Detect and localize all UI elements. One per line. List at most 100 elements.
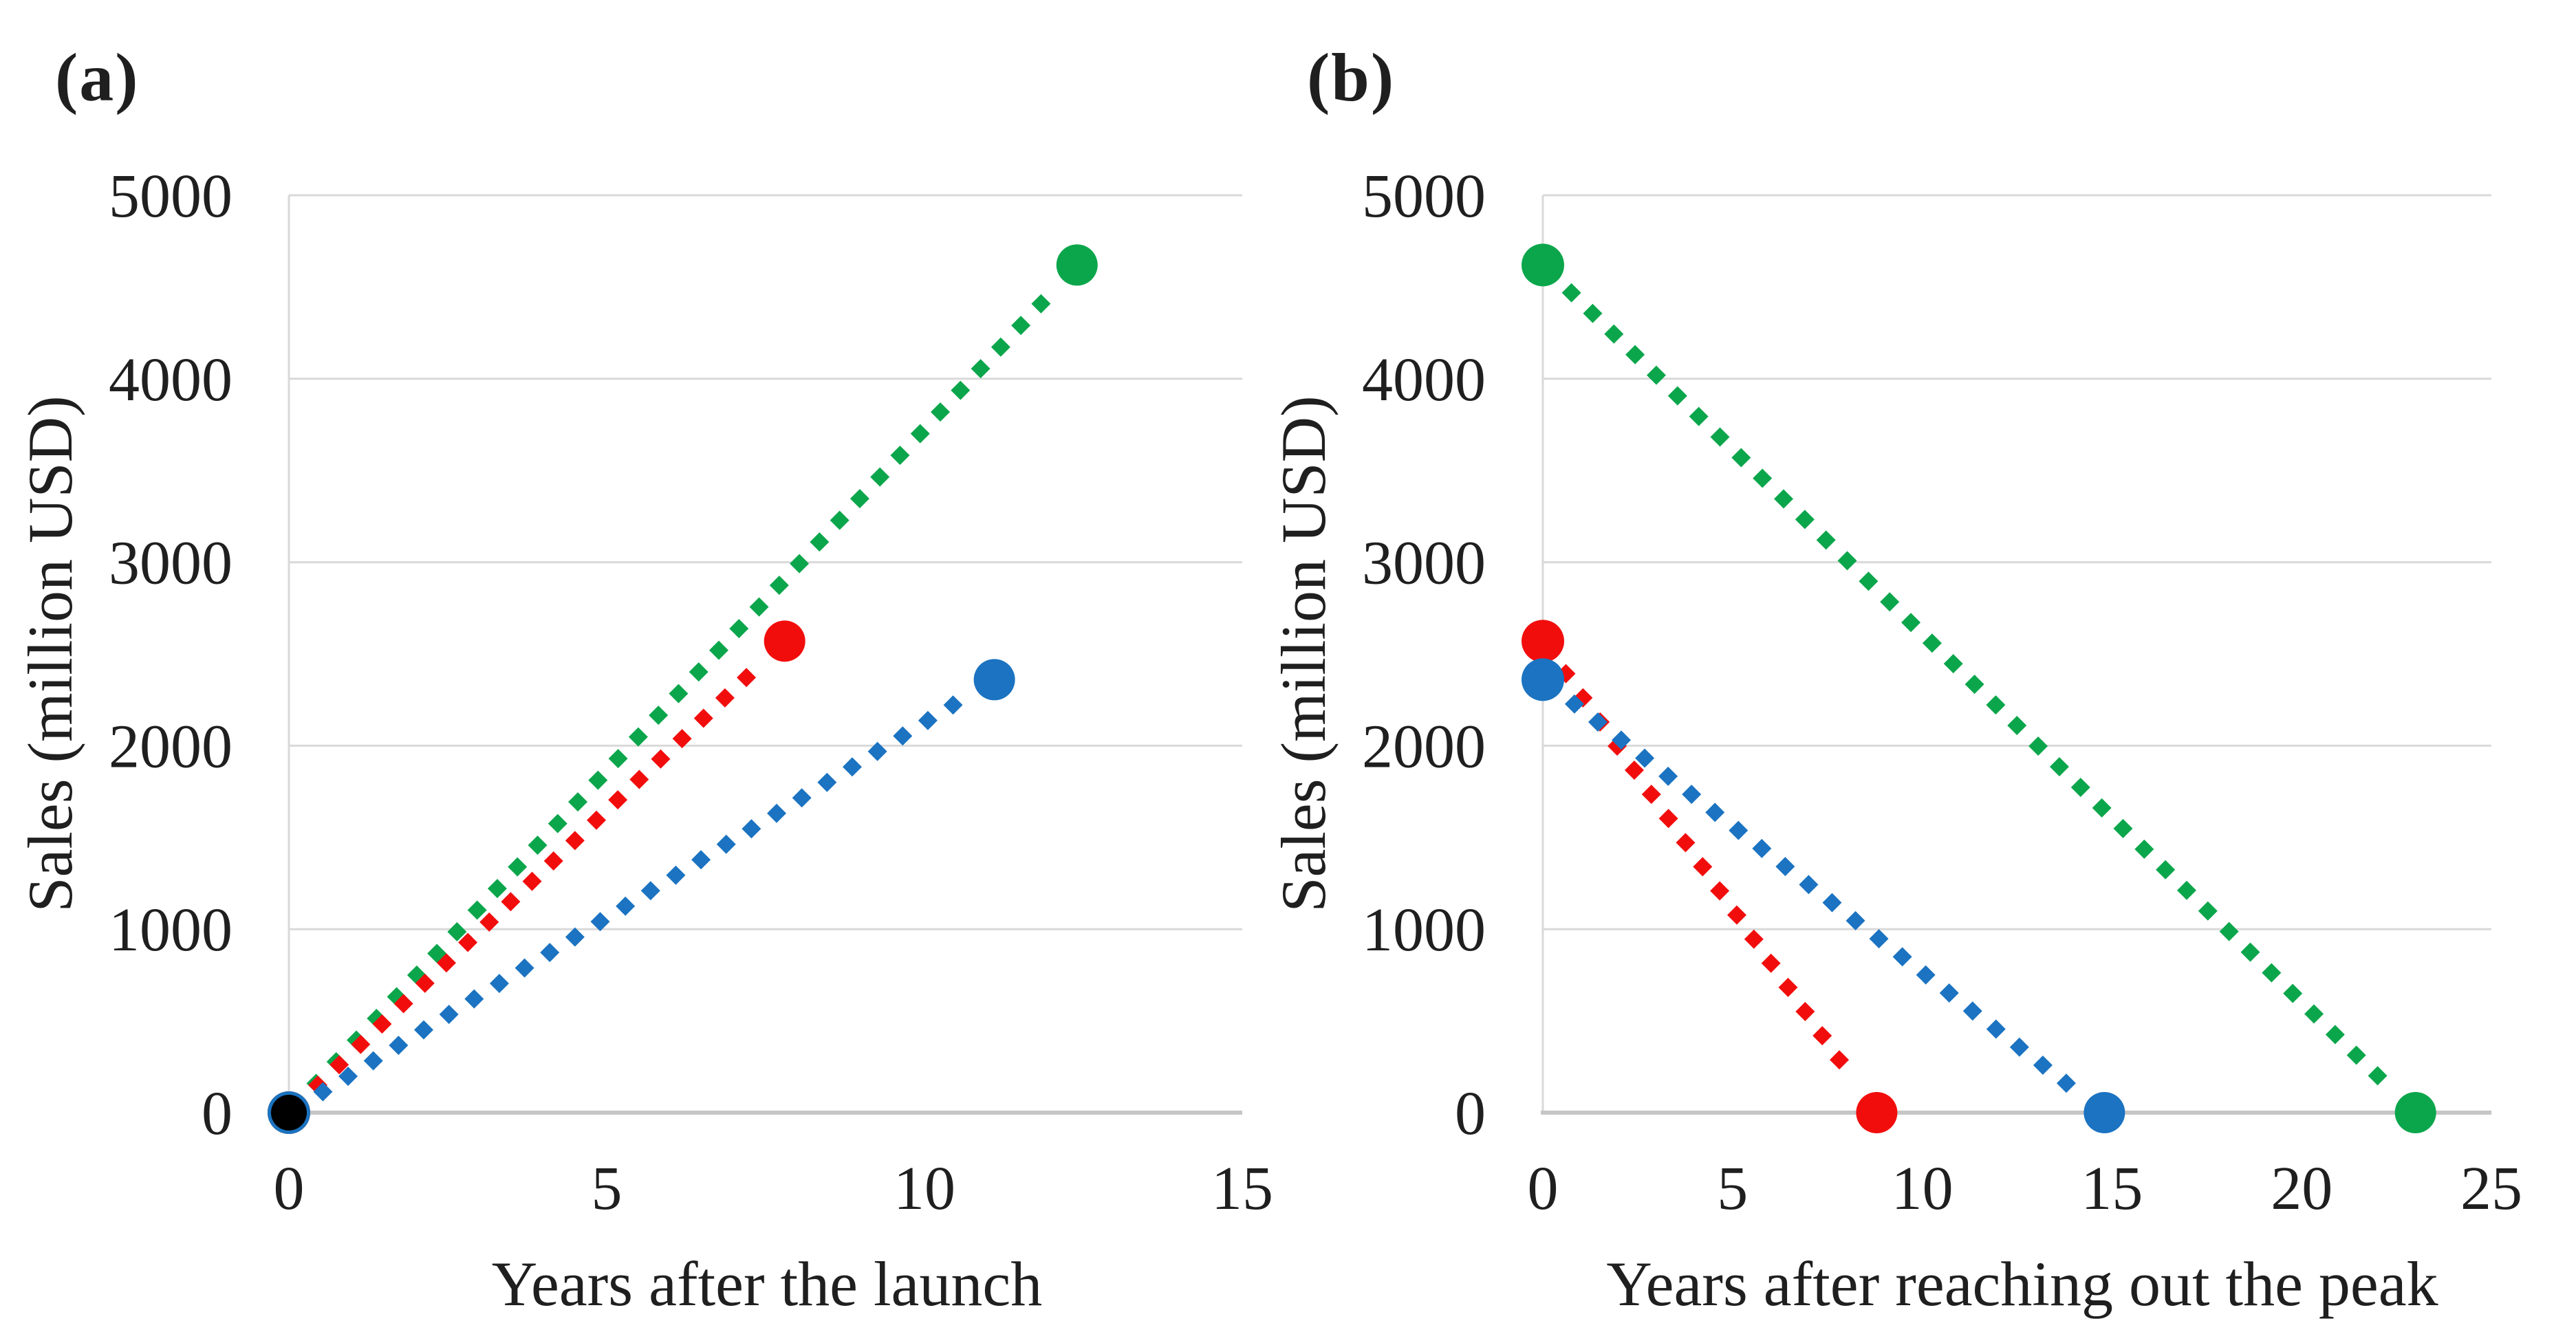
- y-tick-label: 1000: [109, 896, 232, 964]
- green-series-line: [306, 294, 1051, 1093]
- blue-series-dash: [716, 834, 736, 854]
- green-series-dash: [2283, 983, 2303, 1003]
- green-series-dash: [1986, 695, 2006, 715]
- blue-series-dash: [640, 881, 660, 901]
- blue-series-dash: [918, 710, 938, 730]
- blue-series-start-point: [1522, 658, 1564, 701]
- blue-series-dash: [616, 896, 636, 916]
- green-series-dash: [628, 727, 648, 747]
- green-series-dash: [669, 684, 689, 703]
- blue-series-dash: [313, 1082, 333, 1102]
- green-series-dash: [1625, 345, 1645, 364]
- green-series-dash: [2028, 736, 2048, 756]
- red-series-dash: [1795, 1002, 1815, 1022]
- green-series-dash: [1689, 406, 1709, 426]
- blue-series-dash: [1822, 893, 1842, 913]
- blue-series-dash: [1869, 929, 1889, 949]
- y-tick-label: 2000: [109, 712, 232, 780]
- x-tick-label: 20: [2271, 1155, 2333, 1223]
- chart-panel-a: 0 1000 2000 3000 4000 5000 0 5 10 15 Years after t…: [15, 162, 1273, 1319]
- green-series-start-point: [1522, 243, 1564, 287]
- blue-series-dash: [1846, 910, 1865, 930]
- y-tick-label: 5000: [1362, 162, 1486, 230]
- blue-series-dash: [439, 1005, 459, 1025]
- red-series-dash: [329, 1055, 349, 1075]
- green-series-dash: [790, 554, 810, 574]
- green-series-dash: [2156, 860, 2176, 880]
- red-series-dash: [415, 973, 435, 993]
- blue-series-dash: [1658, 766, 1678, 786]
- green-series-dash: [487, 879, 507, 899]
- green-series-dash: [951, 380, 971, 400]
- red-series-dash: [372, 1014, 392, 1034]
- blue-series-dash: [1939, 983, 1959, 1003]
- blue-series-dash: [1612, 730, 1632, 750]
- blue-series-dash: [2056, 1073, 2076, 1093]
- blue-series-dash: [767, 803, 787, 823]
- red-series-dash: [629, 769, 649, 789]
- blue-series-dash: [2009, 1037, 2029, 1057]
- red-series-dash: [1641, 785, 1661, 805]
- green-series-dash: [810, 532, 830, 552]
- red-series-dash: [1812, 1026, 1832, 1046]
- y-tick-label: 3000: [1362, 529, 1486, 598]
- green-series-dash: [2219, 921, 2239, 941]
- green-series-dash: [2262, 963, 2282, 983]
- blue-series-dash: [338, 1067, 358, 1087]
- green-series-dash: [568, 792, 588, 812]
- green-series-dash: [2113, 818, 2133, 838]
- blue-series-dash: [1705, 802, 1725, 822]
- green-series-dash: [467, 900, 487, 920]
- green-series-dash: [1753, 468, 1773, 488]
- red-series-dash: [608, 790, 628, 810]
- red-series-dash: [522, 871, 542, 891]
- green-series-dash: [1859, 571, 1879, 591]
- green-series-dash: [2176, 880, 2196, 900]
- green-series-dash: [608, 749, 628, 769]
- green-series-dash: [971, 359, 991, 379]
- blue-series-line: [313, 695, 963, 1102]
- red-series-dash: [1761, 953, 1781, 973]
- blue-series-dash: [1588, 712, 1608, 732]
- blue-series-dash: [1799, 875, 1819, 895]
- blue-series-dash: [363, 1051, 383, 1071]
- red-series-dash: [651, 749, 671, 769]
- blue-series-dash: [666, 865, 686, 885]
- green-series-dash: [1710, 427, 1730, 447]
- green-series-dash: [1604, 324, 1624, 344]
- green-series-dash: [528, 836, 548, 855]
- green-series-dash: [830, 510, 849, 530]
- blue-series-dash: [565, 927, 585, 947]
- green-series-dash: [2070, 777, 2090, 797]
- blue-series-dash: [842, 757, 862, 777]
- blue-series-line: [1564, 694, 2076, 1093]
- panel-label-a: (a): [55, 39, 140, 116]
- x-tick-label: 5: [592, 1155, 623, 1223]
- green-series-dash: [749, 597, 769, 617]
- green-series-dash: [991, 337, 1010, 357]
- red-series-dash: [693, 708, 713, 728]
- red-series-dash: [587, 810, 607, 830]
- green-series-dash: [2092, 798, 2112, 818]
- blue-series-dash: [1775, 857, 1795, 877]
- green-series-dash: [1965, 675, 1984, 695]
- red-series-dash: [1658, 809, 1678, 829]
- blue-series-dash: [1682, 785, 1702, 805]
- blue-series-dash: [1635, 748, 1655, 768]
- y-tick-label: 5000: [109, 162, 232, 230]
- green-series-dash: [548, 814, 567, 833]
- x-tick-label: 10: [894, 1155, 955, 1223]
- y-tick-label: 1000: [1362, 896, 1486, 964]
- green-series-dash: [1731, 448, 1751, 468]
- red-series-dash: [479, 912, 499, 932]
- red-series-dash: [1676, 833, 1696, 853]
- red-series-dash: [715, 688, 735, 708]
- red-series-dash: [458, 932, 478, 952]
- green-series-dash: [588, 770, 608, 790]
- blue-series-dash: [1729, 820, 1749, 840]
- blue-series-dash: [792, 788, 812, 808]
- y-tick-label: 0: [1455, 1080, 1486, 1148]
- green-series-dash: [2325, 1025, 2345, 1045]
